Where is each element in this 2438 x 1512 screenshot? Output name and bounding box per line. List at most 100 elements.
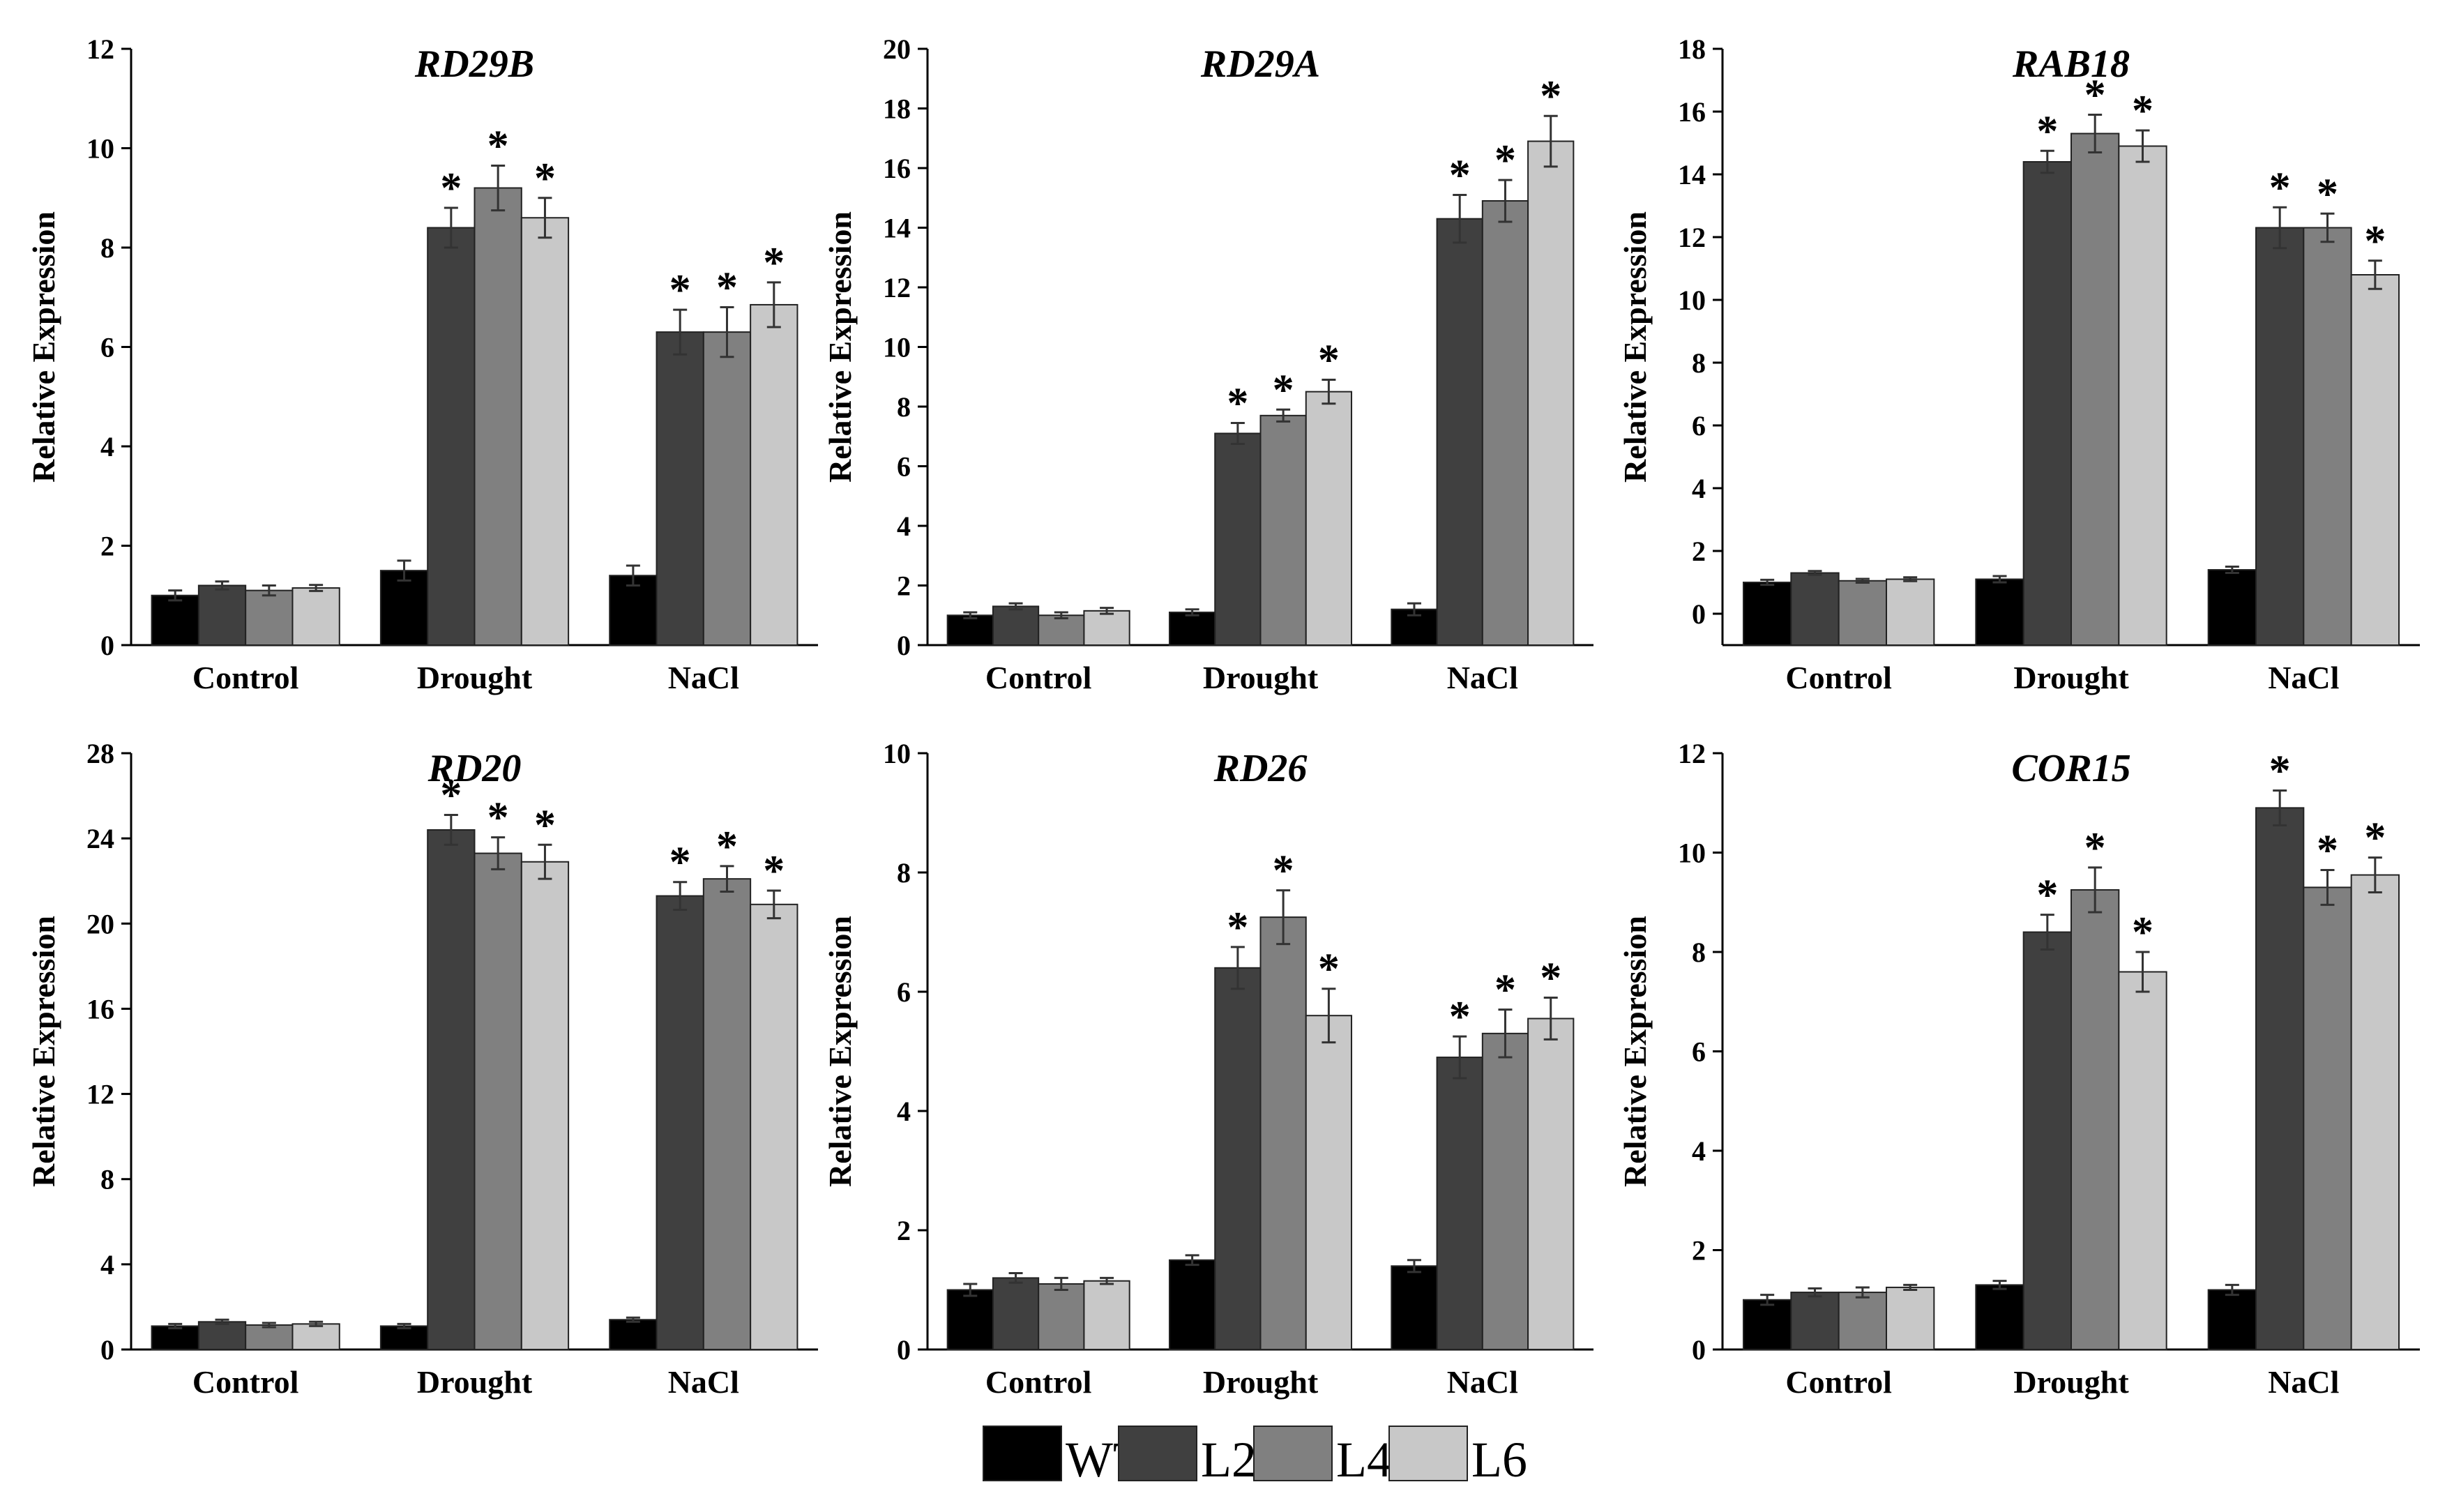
y-tick-label: 8 (100, 1164, 114, 1195)
y-axis-label: Relative Expression (26, 211, 61, 483)
y-tick-label: 20 (883, 33, 911, 65)
significance-star: * (669, 839, 691, 886)
bar-l4-drought (2070, 133, 2120, 646)
chart-panel-rab18: 0 2 4 6 8 10 12 14 16 18 RAB18 Relative Expression C… (1617, 33, 2420, 695)
bar-l6-drought (1305, 391, 1353, 646)
chart-panel-cor15: 0 2 4 6 8 10 12 COR15 Relative Expression Control… (1617, 738, 2420, 1400)
bar-l2-control (197, 584, 247, 646)
significance-star: * (716, 264, 738, 312)
x-tick-label: Control (985, 1364, 1092, 1400)
bar-l4-drought (2070, 889, 2120, 1350)
x-tick-label: Drought (2013, 660, 2129, 695)
bar-l6-nacl (1527, 140, 1575, 646)
significance-star: * (669, 266, 691, 314)
bar-l2-nacl (1436, 1057, 1483, 1351)
y-tick-label: 4 (897, 511, 911, 542)
bar-l2-drought (1214, 432, 1262, 646)
bar-l6-control (1083, 610, 1130, 647)
chart-title: COR15 (2011, 747, 2130, 790)
y-tick-label: 16 (1678, 96, 1706, 128)
y-tick-label: 12 (1678, 738, 1706, 769)
y-axis-label: Relative Expression (1617, 211, 1653, 483)
bar-l6-drought (520, 217, 570, 646)
bar-wt-control (1743, 1299, 1792, 1350)
y-tick-label: 10 (883, 332, 911, 363)
y-tick-label: 14 (883, 213, 911, 244)
significance-star: * (487, 122, 509, 169)
bar-l6-drought (2118, 145, 2167, 646)
bar-l4-drought (474, 187, 522, 646)
significance-star: * (487, 794, 509, 842)
significance-star: * (1540, 73, 1561, 120)
bar-wt-drought (1975, 1284, 2024, 1350)
y-tick-label: 10 (86, 133, 114, 165)
bar-wt-drought (1168, 611, 1216, 646)
chart-title: RD26 (1213, 747, 1308, 790)
significance-star: * (2084, 72, 2106, 119)
significance-star: * (440, 165, 462, 212)
bar-wt-nacl (609, 1319, 658, 1350)
chart-title: RD29B (414, 43, 534, 86)
bar-l4-control (1038, 1283, 1085, 1350)
y-tick-label: 12 (1678, 222, 1706, 253)
bar-l6-drought (520, 861, 570, 1351)
x-tick-label: Control (1785, 660, 1892, 695)
y-tick-label: 8 (100, 232, 114, 264)
bar-l2-nacl (2255, 227, 2305, 646)
y-tick-label: 2 (1692, 1235, 1706, 1267)
y-tick-label: 6 (1692, 410, 1706, 441)
y-tick-label: 16 (883, 153, 911, 184)
significance-star: * (1449, 151, 1471, 199)
bar-l2-control (1790, 572, 1840, 646)
bar-l6-nacl (750, 903, 798, 1350)
bar-wt-control (946, 1289, 994, 1350)
y-axis-label: Relative Expression (1617, 916, 1653, 1187)
x-tick-label: Drought (2013, 1364, 2129, 1400)
chart-title: RD29A (1200, 43, 1320, 86)
bar-l2-drought (427, 829, 476, 1350)
y-tick-label: 18 (883, 93, 911, 125)
significance-star: * (2269, 164, 2291, 211)
significance-star: * (2036, 107, 2058, 155)
y-tick-label: 20 (86, 908, 114, 939)
legend-swatch-l6 (1388, 1426, 1468, 1481)
significance-star: * (2317, 170, 2338, 218)
bar-l2-nacl (656, 331, 704, 646)
bar-l4-control (1838, 580, 1888, 646)
y-tick-label: 2 (897, 1215, 911, 1246)
bar-l4-control (245, 1324, 294, 1350)
significance-star: * (1227, 380, 1248, 428)
x-tick-label: NaCl (668, 1364, 739, 1400)
y-tick-label: 4 (1692, 1135, 1706, 1167)
y-tick-label: 4 (100, 1249, 114, 1280)
bar-l4-nacl (702, 331, 752, 646)
bar-l6-nacl (1527, 1018, 1575, 1350)
y-tick-label: 12 (86, 33, 114, 65)
significance-star: * (1449, 993, 1471, 1041)
bar-wt-control (946, 614, 994, 646)
legend-swatch-l2 (1118, 1426, 1197, 1481)
y-tick-label: 4 (100, 431, 114, 462)
significance-star: * (1227, 904, 1248, 951)
y-tick-label: 0 (897, 1334, 911, 1366)
y-tick-label: 8 (1692, 937, 1706, 968)
y-axis-label: Relative Expression (822, 211, 858, 483)
chart-panels: 0 2 4 6 8 10 12 RD29B Relative Expression Control… (26, 33, 2420, 1400)
y-tick-label: 10 (1678, 285, 1706, 316)
significance-star: * (1540, 955, 1561, 1002)
bar-l4-nacl (1481, 200, 1529, 646)
significance-star: * (1273, 366, 1294, 414)
chart-panel-rd29a: 0 2 4 6 8 10 12 14 16 18 20 RD29A Relative Expressio… (822, 33, 1593, 695)
chart-panel-rd26: 0 2 4 6 8 10 RD26 Relative Expression Control Dro… (822, 738, 1593, 1400)
significance-star: * (534, 155, 556, 202)
significance-star: * (534, 801, 556, 849)
bar-l2-control (1790, 1292, 1840, 1350)
y-tick-label: 0 (100, 630, 114, 661)
bar-l6-nacl (750, 303, 798, 646)
legend-label-l4: L4 (1336, 1432, 1392, 1488)
significance-star: * (2084, 824, 2106, 872)
bar-wt-drought (1168, 1259, 1216, 1350)
y-tick-label: 2 (897, 570, 911, 602)
x-tick-label: NaCl (2268, 1364, 2339, 1400)
y-tick-label: 28 (86, 738, 114, 769)
